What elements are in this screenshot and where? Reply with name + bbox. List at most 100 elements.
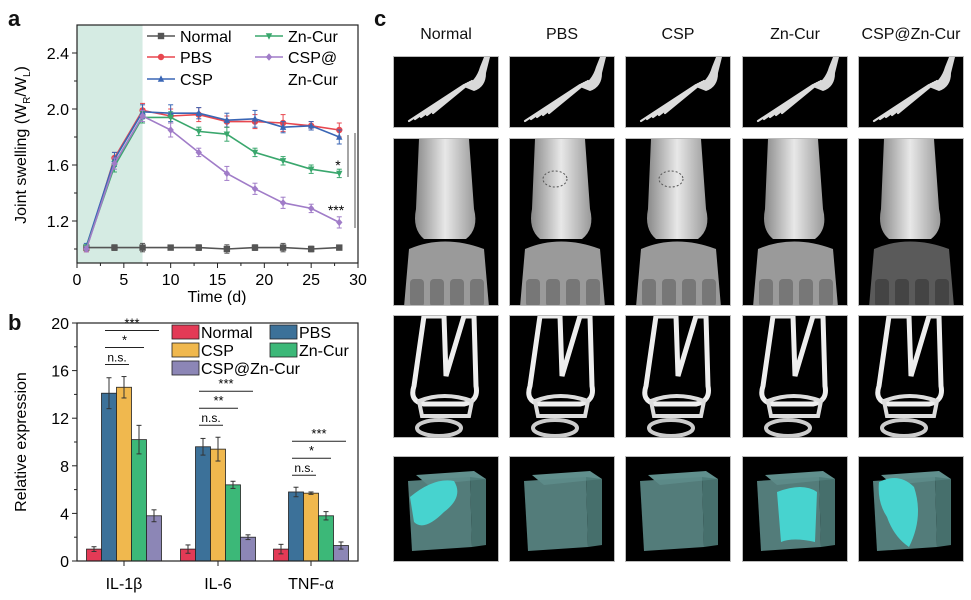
significance-label: n.s. <box>107 351 126 365</box>
metatarsal <box>566 279 580 305</box>
bone <box>431 79 474 115</box>
ankle-joint-3d-illustration <box>753 139 838 305</box>
metatarsal <box>702 279 716 305</box>
metatarsal <box>430 279 444 305</box>
legend-swatch <box>171 324 200 340</box>
legend-label-line2: Zn-Cur <box>288 72 338 89</box>
legend-label: Normal <box>180 29 232 46</box>
legend-label: PBS <box>299 325 331 342</box>
bone <box>663 79 706 115</box>
panel-label-c: c <box>374 6 387 31</box>
joint-section <box>532 394 591 418</box>
ankle-joint-3d-image-normal <box>393 138 499 306</box>
bone <box>547 79 590 115</box>
data-point <box>307 204 315 213</box>
paw-skeleton-3d-illustration <box>872 57 955 123</box>
data-point <box>223 245 231 253</box>
trabecular-structure <box>777 487 817 542</box>
tarsal-bones <box>404 241 489 305</box>
legend-item: Zn-Cur <box>269 342 349 360</box>
ankle-section-2d-image-pbs <box>509 315 615 438</box>
legend-item: CSP@Zn-Cur <box>171 360 301 378</box>
y-axis-label: Relative expression <box>13 372 30 512</box>
series-line <box>85 114 340 250</box>
trabecular-bone-cube-illustration <box>408 471 486 551</box>
data-point <box>279 158 287 165</box>
joint-section <box>765 394 824 418</box>
erosion <box>542 170 568 188</box>
legend-swatch <box>171 342 200 358</box>
x-axis-label: Time (d) <box>188 289 247 305</box>
bone-section <box>875 316 944 407</box>
data-point <box>279 199 287 207</box>
data-point <box>251 115 259 122</box>
legend-item: CSP@ Zn-Cur <box>255 50 338 89</box>
data-point <box>307 245 315 253</box>
data-point <box>251 149 259 157</box>
bar-cspzncur-0 <box>146 515 162 562</box>
y-tick-label: 8 <box>60 459 69 476</box>
panel-label-a: a <box>8 6 21 31</box>
data-point <box>83 245 90 253</box>
significance-label: *** <box>218 376 233 391</box>
data-point <box>167 126 174 134</box>
metatarsal <box>799 279 813 305</box>
tarsal-section <box>880 418 928 437</box>
metatarsal <box>895 279 909 305</box>
data-point <box>167 114 174 122</box>
joint-section <box>648 394 707 418</box>
trabecular-bone-cube-image-pbs <box>509 456 615 562</box>
distal-bone <box>764 139 825 239</box>
metatarsal <box>682 279 696 305</box>
x-tick-label: 5 <box>119 272 128 289</box>
tarsal-section <box>531 418 579 437</box>
column-label-pbs: PBS <box>545 26 578 43</box>
cube-side <box>702 477 718 547</box>
y-tick-label: 4 <box>60 506 69 523</box>
legend-item: PBS <box>269 324 331 342</box>
data-point <box>336 133 343 140</box>
legend-label: PBS <box>180 50 212 67</box>
legend-swatch <box>171 360 200 376</box>
paw-skeleton-3d-image-zncur <box>742 56 848 128</box>
x-tick-label: 0 <box>73 272 82 289</box>
paw-skeleton-3d-illustration <box>639 57 722 123</box>
cube-side <box>819 477 835 547</box>
bone <box>780 79 823 115</box>
series-line <box>85 116 340 248</box>
ankle-section-2d-illustration <box>875 316 944 437</box>
y-tick-label: 2.0 <box>47 102 69 119</box>
bar-pbs-0 <box>101 392 117 562</box>
x-tick-label: 20 <box>255 272 273 289</box>
chart-a-joint-swelling: 0 5 10 15 20 25 30 1.2 1.6 2.0 2.4 Time (d) Joint … <box>13 24 367 305</box>
ankle-section-2d-illustration <box>759 316 828 437</box>
significance-label: * <box>309 443 314 458</box>
erosion <box>658 170 684 188</box>
legend-item: Normal <box>171 324 253 342</box>
data-point <box>251 244 259 251</box>
metatarsal <box>526 279 540 305</box>
shaded-treatment-region <box>77 25 143 263</box>
tarsal-bones <box>520 241 605 305</box>
tarsal-section <box>415 418 463 437</box>
ankle-section-2d-illustration <box>642 316 711 437</box>
ankle-joint-3d-image-cspzncur <box>858 138 964 306</box>
data-point <box>195 148 202 157</box>
legend-marker <box>157 75 165 82</box>
metatarsal <box>642 279 656 305</box>
cube-front <box>640 477 704 551</box>
significance-label: ** <box>213 393 223 408</box>
data-point <box>279 123 287 130</box>
trabecular-bone-cube-illustration <box>873 471 951 551</box>
y-tick-label: 0 <box>60 554 69 571</box>
series-cspzncur <box>83 109 343 253</box>
bone-section <box>410 316 479 407</box>
metatarsal <box>662 279 676 305</box>
significance-star-zncur: * <box>335 157 341 173</box>
tibia <box>813 57 839 91</box>
legend-marker <box>157 32 165 40</box>
legend-label: CSP@ <box>288 50 337 67</box>
metatarsal <box>450 279 464 305</box>
ankle-joint-3d-image-pbs <box>509 138 615 306</box>
